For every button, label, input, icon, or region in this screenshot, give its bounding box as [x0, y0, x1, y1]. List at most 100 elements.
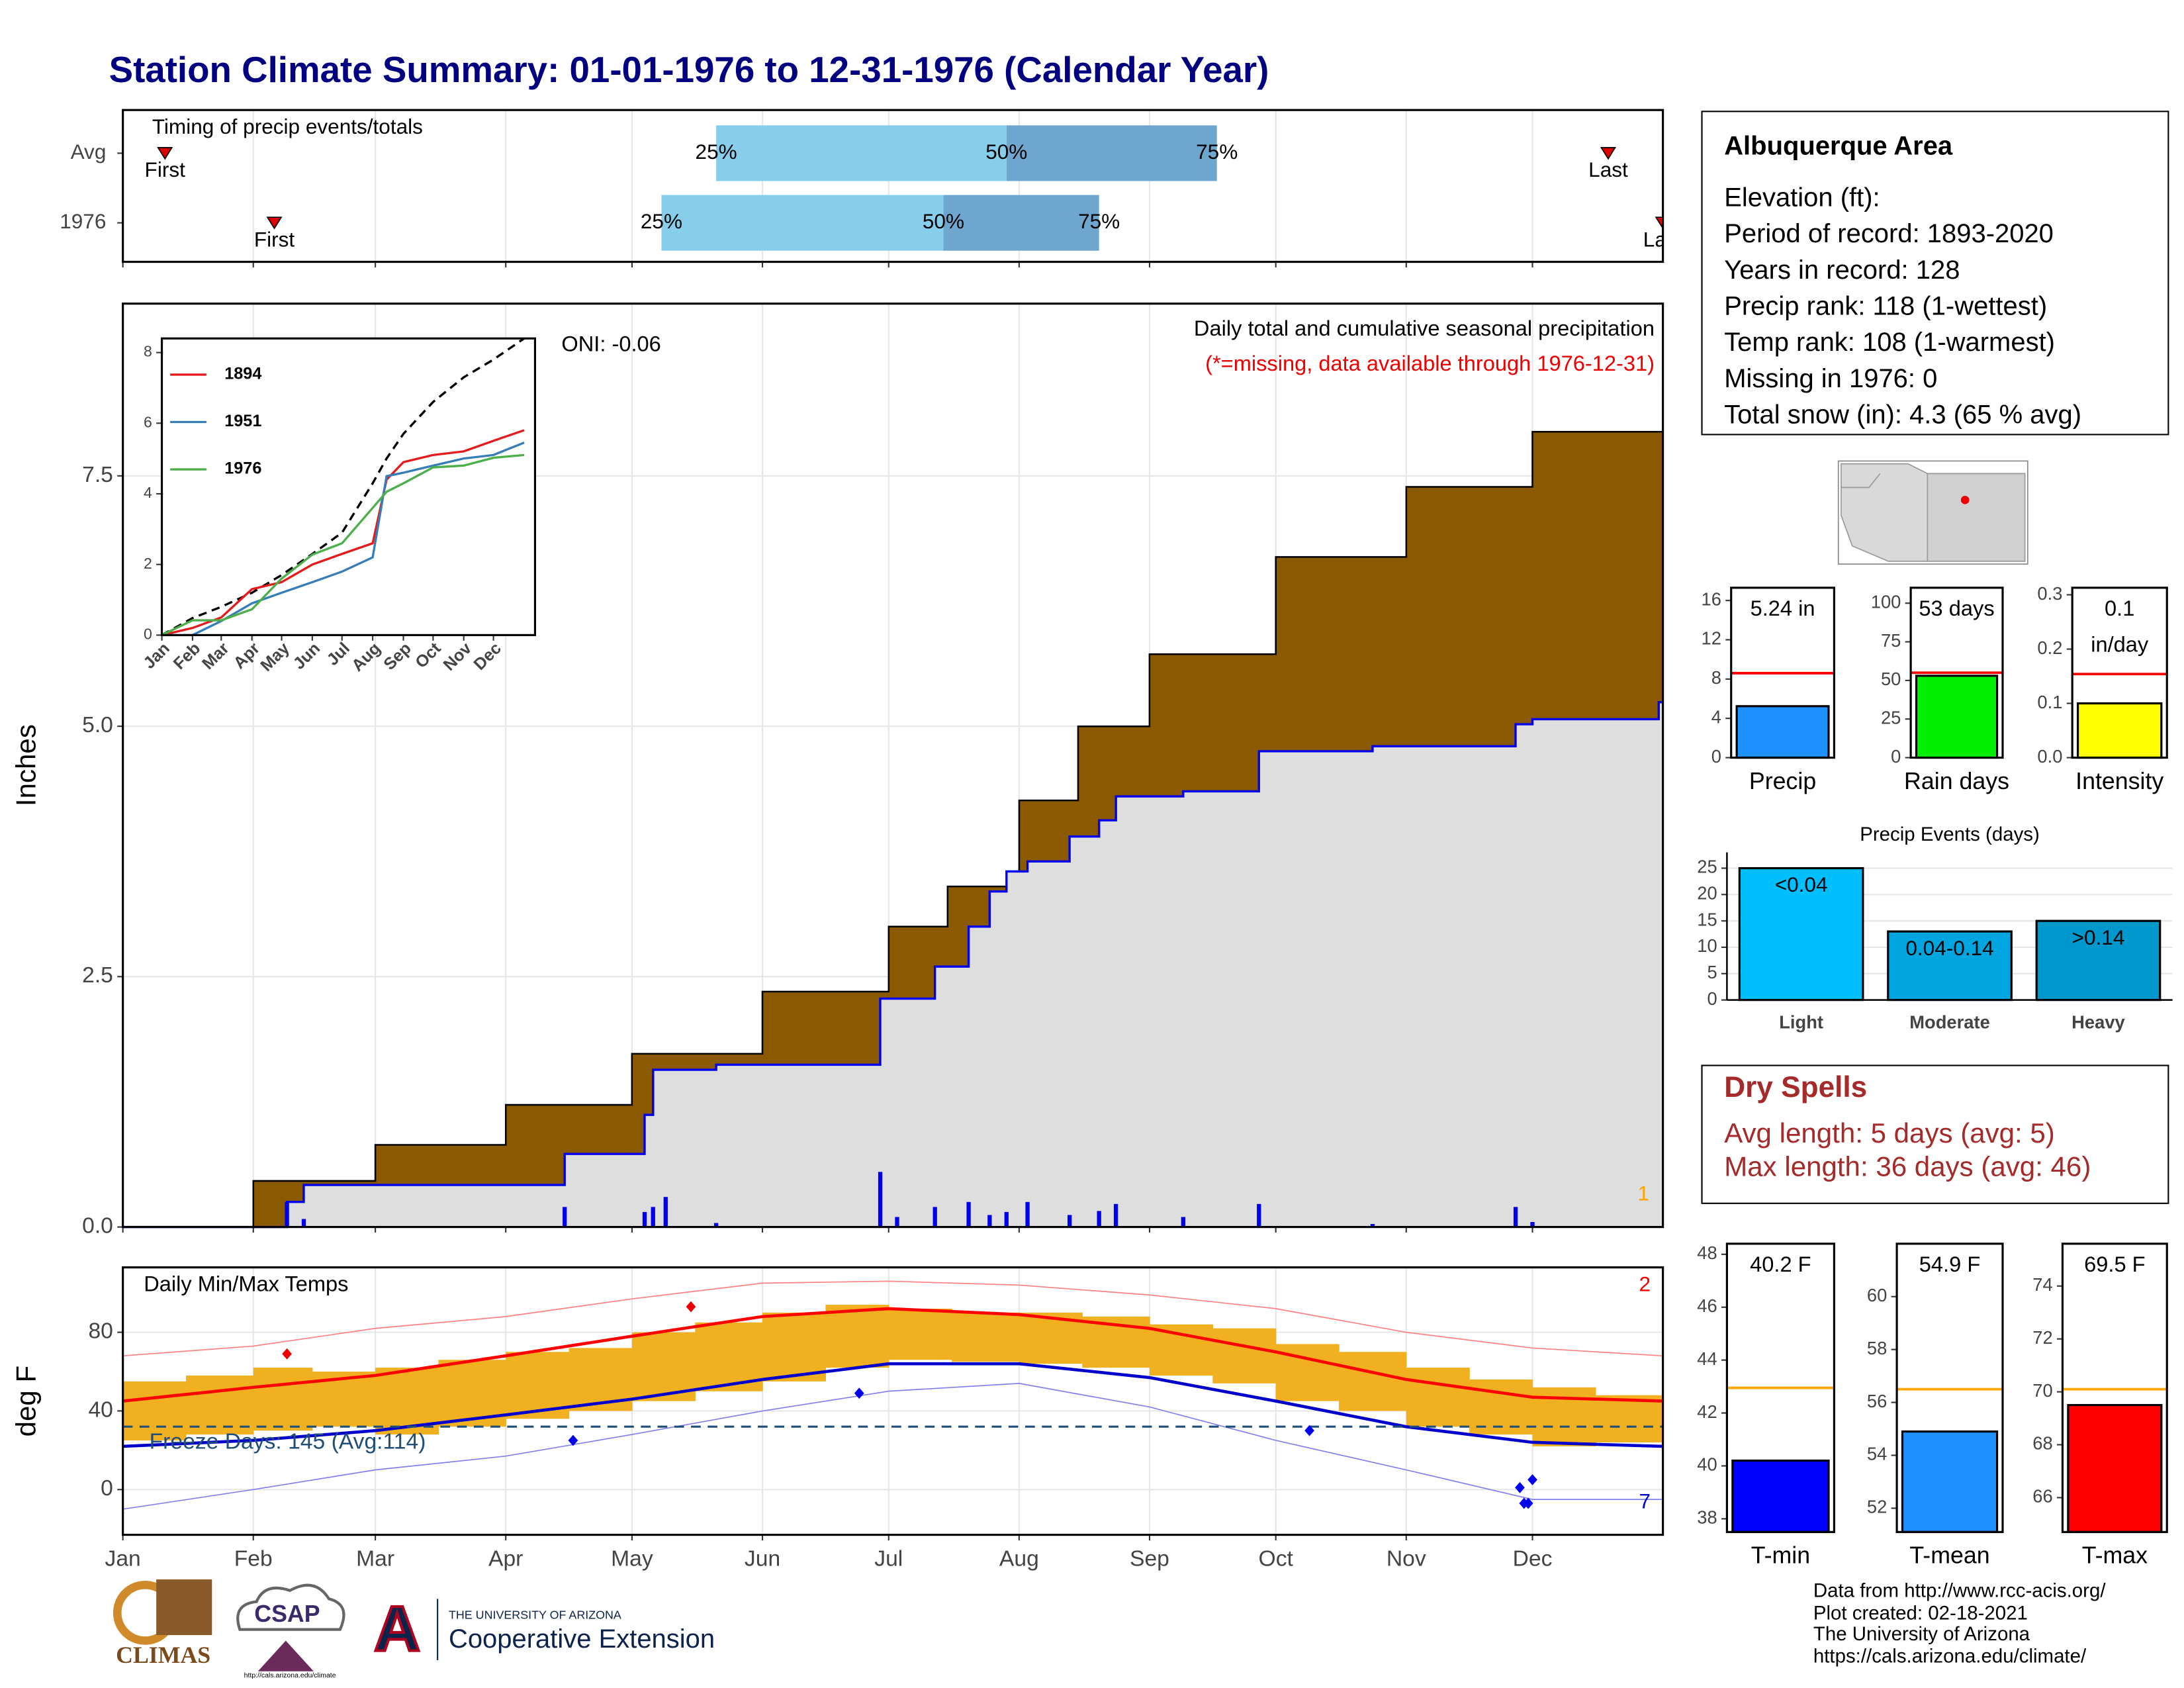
record-marker — [1304, 1425, 1314, 1436]
row-label: Avg — [71, 140, 107, 164]
y-tick-label: 72 — [2032, 1327, 2052, 1348]
bar-value-label: 0.04-0.14 — [1905, 936, 1993, 960]
daily-precip-bar — [651, 1207, 655, 1227]
record-low-count: 7 — [1639, 1489, 1651, 1513]
info-line: Missing in 1976: 0 — [1724, 364, 1937, 393]
y-tick-label: 6 — [144, 413, 152, 430]
record-marker — [568, 1434, 578, 1446]
y-tick-label: 8 — [1711, 667, 1721, 688]
plot-frame — [1895, 1243, 2004, 1533]
value-label-box: 5.24 in — [1750, 597, 1815, 622]
temp-range-bar — [1339, 1352, 1407, 1411]
y-tick-label: 74 — [2032, 1274, 2052, 1295]
timing-plot: 25% 50% 75% First Last 25% 50% 75% First Last Timi… — [122, 110, 1663, 262]
daily-precip-bar — [563, 1207, 567, 1227]
temp-range-bar — [825, 1305, 889, 1368]
daily-precip-bar — [663, 1197, 668, 1227]
credit-line: https://cals.arizona.edu/climate/ — [1813, 1645, 2087, 1667]
event-label: Last — [1588, 158, 1628, 181]
quartile-bar — [1006, 125, 1217, 181]
plot-frame — [1730, 586, 1835, 759]
x-axis-label: Rain days — [1904, 768, 2009, 794]
x-tick-label: Moderate — [1909, 1012, 1990, 1033]
plot-frame — [1909, 586, 2004, 759]
info-title: Albuquerque Area — [1724, 132, 1953, 161]
y-tick-label: 25 — [1697, 857, 1717, 877]
daily-precip-bar — [1513, 1207, 1518, 1227]
normal-line — [122, 1280, 1663, 1357]
info-line: Period of record: 1893-2020 — [1724, 219, 2054, 248]
daily-precip-bar — [1530, 1222, 1535, 1227]
value-label-box: 69.5 F — [2084, 1253, 2146, 1278]
figure-title: Station Climate Summary: 01-01-1976 to 1… — [109, 49, 1269, 90]
daily-precip-bar — [1181, 1217, 1185, 1227]
daily-precip-bar — [987, 1215, 992, 1227]
y-axis-label: Inches — [11, 724, 42, 806]
y-tick-label: 12 — [1702, 628, 1721, 649]
temp-range-bar — [122, 1381, 187, 1440]
quartile-bar — [943, 195, 1099, 251]
arizona-logo: A THE UNIVERSITY OF ARIZONA Cooperative … — [373, 1591, 715, 1665]
plot-frame — [2071, 586, 2168, 759]
y-tick-label: 16 — [1702, 588, 1721, 609]
y-tick-label: 0 — [1711, 746, 1721, 767]
logo-shape — [236, 1583, 345, 1631]
quartile-label: 50% — [923, 209, 964, 233]
logo-shape — [156, 1579, 212, 1636]
bar — [1915, 675, 1999, 759]
x-axis-label: Intensity — [2075, 768, 2163, 794]
y-tick-label: 0.3 — [2037, 583, 2062, 604]
daily-precip-bar — [966, 1201, 971, 1227]
dry-spells-line: Max length: 36 days (avg: 46) — [1724, 1150, 2091, 1182]
value-label-box: 54.9 F — [1919, 1253, 1981, 1278]
daily-precip-bar — [285, 1201, 289, 1227]
daily-precip-bar — [1068, 1215, 1072, 1227]
x-axis-label: T-min — [1751, 1542, 1810, 1569]
bar-value-label: <0.04 — [1775, 872, 1828, 896]
x-tick-label: Heavy — [2071, 1012, 2125, 1033]
y-tick-label: 38 — [1697, 1507, 1717, 1528]
bar-value-label: 40.2 F — [1750, 1253, 1811, 1278]
temp-range-bar — [888, 1308, 952, 1360]
daily-precip-bar — [642, 1211, 647, 1227]
y-tick-label: 68 — [2032, 1433, 2052, 1454]
temp-range-bar — [1149, 1324, 1213, 1376]
record-marker — [854, 1387, 864, 1399]
value-label-box: 40.2 F — [1750, 1253, 1811, 1278]
bar-value-label: 5.24 in — [1750, 597, 1815, 622]
plot-frame — [160, 337, 536, 636]
x-tick-label: Oct — [1259, 1546, 1294, 1571]
panel-title: Daily Min/Max Temps — [144, 1272, 348, 1296]
y-tick-label: 80 — [88, 1319, 113, 1344]
info-line: Elevation (ft): — [1724, 183, 1880, 212]
y-tick-label: 25 — [1881, 707, 1901, 727]
logo-shape — [257, 1640, 314, 1671]
row-label: 1976 — [60, 209, 106, 233]
bar — [2067, 1403, 2163, 1533]
event-label: First — [145, 158, 186, 181]
temp-range-bar — [186, 1375, 254, 1435]
logo-text: http://cals.arizona.edu/climate — [244, 1671, 336, 1679]
bar-value-label: 54.9 F — [1919, 1253, 1981, 1278]
daily-precip-bar — [1113, 1203, 1118, 1227]
daily-precip-bar — [1257, 1203, 1261, 1227]
logo-text: CSAP — [254, 1601, 320, 1627]
map-state — [1927, 473, 2026, 562]
legend-label: 1976 — [224, 459, 261, 478]
y-tick-label: 0 — [1891, 746, 1901, 767]
y-tick-label: 66 — [2032, 1486, 2052, 1507]
y-tick-label: 0 — [1707, 988, 1717, 1009]
y-tick-label: 52 — [1867, 1497, 1887, 1517]
temp-range-bar — [1595, 1395, 1664, 1442]
credit-line: The University of Arizona — [1813, 1623, 2030, 1645]
bar-value-label: 69.5 F — [2084, 1253, 2146, 1278]
plot-frame — [1725, 1243, 1835, 1533]
daily-precip-bar — [895, 1217, 899, 1227]
logo-letter: A — [374, 1593, 420, 1665]
y-tick-label: 20 — [1697, 883, 1717, 904]
y-tick-label: 0.0 — [2037, 746, 2062, 767]
legend-label: 1894 — [224, 365, 261, 383]
bar — [1731, 1459, 1830, 1533]
csap-logo: CSAP http://cals.arizona.edu/climate — [236, 1583, 345, 1679]
